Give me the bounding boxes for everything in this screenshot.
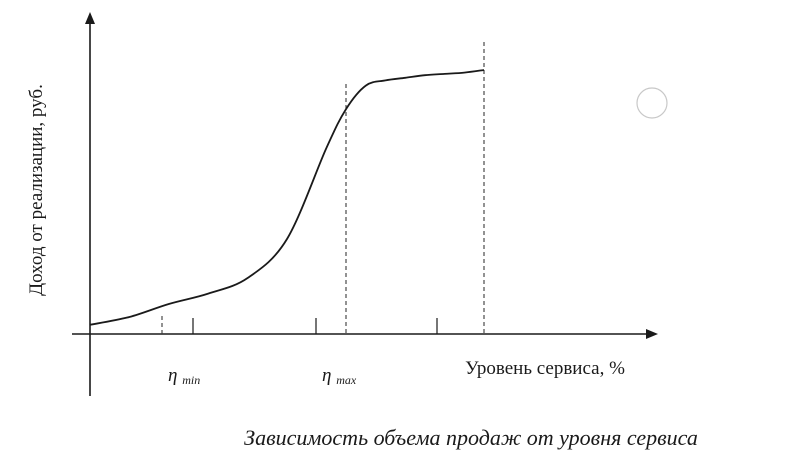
- tick-label-eta-min-sub: min: [182, 373, 200, 387]
- series-line: [89, 69, 485, 326]
- circle-marker: [636, 87, 668, 119]
- tick-label-eta-max: η max: [322, 365, 357, 387]
- tick-label-eta-max-main: η: [322, 365, 331, 386]
- tick-label-eta-max-sub: max: [336, 373, 357, 387]
- y-axis-label: Доход от реализации, руб.: [26, 84, 47, 296]
- tick-label-eta-min-main: η: [168, 365, 177, 386]
- tick-label-eta-min: η min: [168, 365, 200, 387]
- chart-caption: Зависимость объема продаж от уровня серв…: [244, 425, 698, 450]
- x-axis-arrow: [646, 329, 658, 339]
- y-axis-arrow: [85, 12, 95, 24]
- x-axis-label: Уровень сервиса, %: [465, 358, 625, 379]
